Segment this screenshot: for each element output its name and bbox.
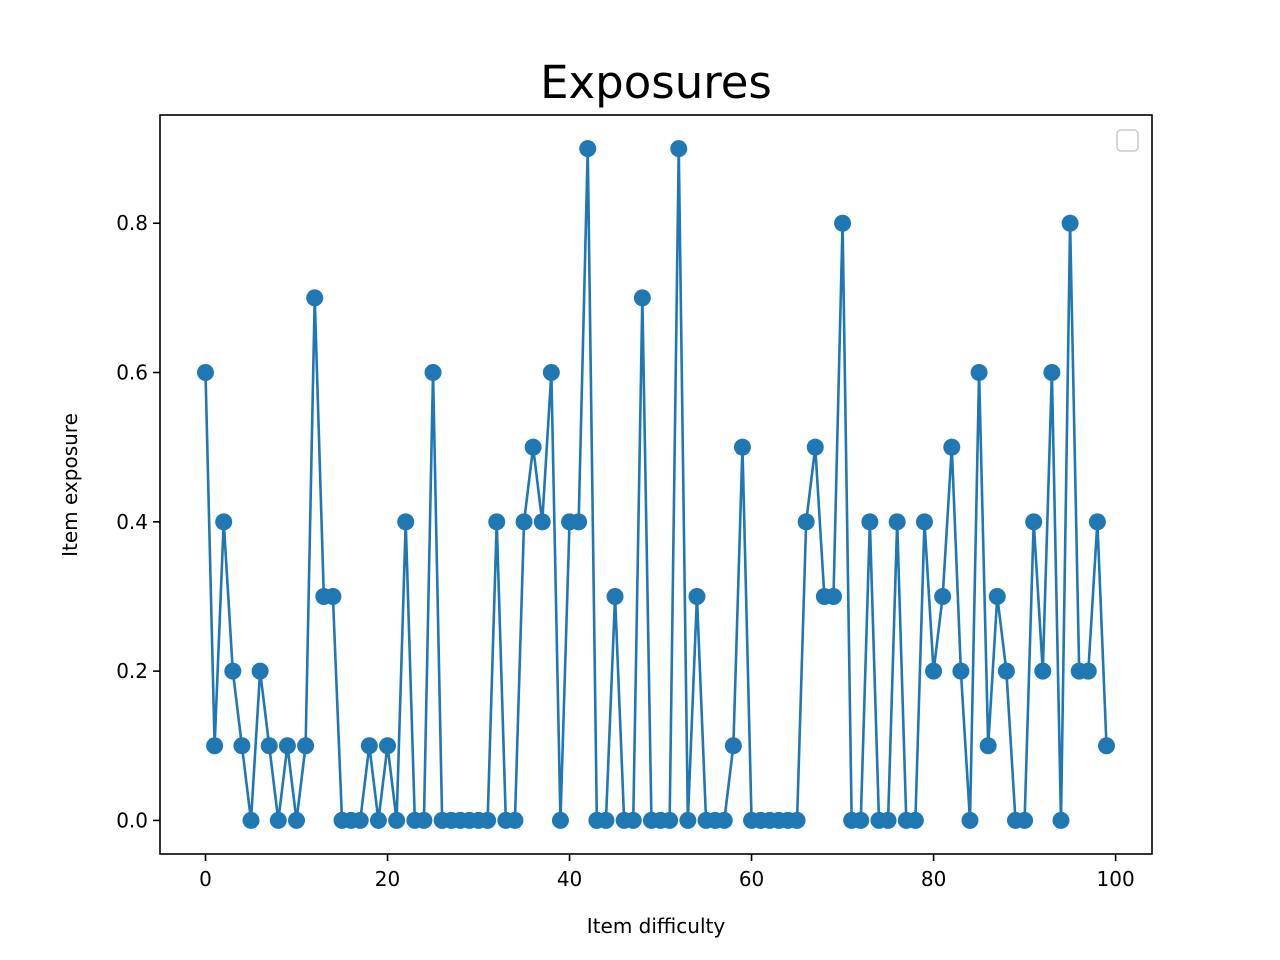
data-point <box>1098 737 1115 755</box>
data-point <box>597 811 615 829</box>
data-point <box>806 438 824 456</box>
data-point <box>852 811 870 829</box>
data-point <box>551 811 569 829</box>
data-point <box>952 662 970 680</box>
data-point <box>479 811 497 829</box>
data-point <box>688 587 706 605</box>
data-point <box>670 140 688 158</box>
data-point <box>297 737 315 755</box>
y-tick-label: 0.6 <box>116 361 148 385</box>
data-point <box>733 438 751 456</box>
x-tick-label: 80 <box>921 867 946 891</box>
data-point <box>251 662 269 680</box>
data-point <box>724 737 742 755</box>
data-point <box>934 587 952 605</box>
legend-box <box>1116 129 1139 152</box>
data-point <box>324 587 342 605</box>
data-point <box>215 513 233 531</box>
data-point <box>715 811 733 829</box>
data-point <box>1079 662 1097 680</box>
data-point <box>388 811 406 829</box>
data-point <box>888 513 906 531</box>
data-point <box>260 737 278 755</box>
x-axis-label: Item difficulty <box>587 914 726 938</box>
data-point <box>679 811 697 829</box>
data-point <box>961 811 979 829</box>
data-point <box>988 587 1006 605</box>
data-point <box>1016 811 1034 829</box>
y-tick-label: 0.2 <box>116 659 148 683</box>
data-point <box>233 737 251 755</box>
x-tick-label: 0 <box>199 867 212 891</box>
data-point <box>415 811 433 829</box>
data-point <box>206 737 224 755</box>
data-point <box>242 811 260 829</box>
data-point <box>1061 214 1079 232</box>
data-point <box>369 811 387 829</box>
y-tick-label: 0.0 <box>116 808 148 832</box>
data-point <box>633 289 651 307</box>
data-point <box>1043 364 1061 382</box>
data-point <box>624 811 642 829</box>
data-point <box>1034 662 1052 680</box>
data-point <box>797 513 815 531</box>
data-point <box>424 364 442 382</box>
x-tick-label: 40 <box>557 867 582 891</box>
series-exposure <box>197 140 1115 829</box>
data-point <box>570 513 588 531</box>
data-point <box>997 662 1015 680</box>
data-point <box>1088 513 1106 531</box>
x-tick-label: 20 <box>375 867 400 891</box>
x-tick-label: 100 <box>1097 867 1135 891</box>
data-point <box>269 811 287 829</box>
data-point <box>943 438 961 456</box>
data-point <box>788 811 806 829</box>
y-axis-ticks: 0.0 0.2 0.4 0.6 0.8 <box>116 211 160 832</box>
data-point <box>288 811 306 829</box>
data-point <box>1052 811 1070 829</box>
data-point <box>488 513 506 531</box>
data-point <box>306 289 324 307</box>
data-point <box>224 662 242 680</box>
data-point <box>661 811 679 829</box>
chart-title: Exposures <box>540 56 772 109</box>
y-tick-label: 0.4 <box>116 510 148 534</box>
data-point <box>278 737 296 755</box>
data-point <box>379 737 397 755</box>
data-point <box>351 811 369 829</box>
data-point <box>515 513 533 531</box>
data-point <box>879 811 897 829</box>
data-point <box>606 587 624 605</box>
data-point <box>906 811 924 829</box>
data-point <box>542 364 560 382</box>
data-point <box>970 364 988 382</box>
data-point <box>861 513 879 531</box>
y-tick-label: 0.8 <box>116 211 148 235</box>
plot-frame <box>159 114 1153 855</box>
data-point <box>533 513 551 531</box>
y-axis-label: Item exposure <box>58 413 82 557</box>
data-point <box>925 662 943 680</box>
data-point <box>824 587 842 605</box>
data-point <box>397 513 415 531</box>
data-point <box>197 364 214 382</box>
data-point <box>524 438 542 456</box>
x-tick-label: 60 <box>739 867 764 891</box>
data-point <box>506 811 524 829</box>
x-axis-ticks: 0 20 40 60 80 100 <box>199 854 1135 891</box>
data-point <box>579 140 597 158</box>
data-point <box>834 214 852 232</box>
data-point <box>1025 513 1043 531</box>
data-point <box>360 737 378 755</box>
data-point <box>979 737 997 755</box>
data-point <box>915 513 933 531</box>
